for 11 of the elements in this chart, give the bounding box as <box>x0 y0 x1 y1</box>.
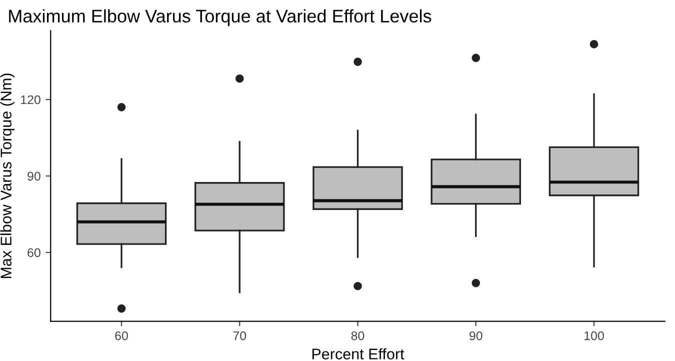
x-tick-label: 70 <box>233 331 246 340</box>
x-tick-label: 90 <box>470 331 482 340</box>
x-tick-label: 60 <box>115 331 128 340</box>
x-tick-label: 80 <box>351 331 364 340</box>
x-axis-title: Percent Effort <box>312 348 404 360</box>
y-tick-label: 120 <box>21 95 40 104</box>
y-axis-title: Max Elbow Varus Torque (Nm) <box>0 74 14 278</box>
y-tick-label: 60 <box>28 248 40 258</box>
x-tick-label: 100 <box>584 331 604 340</box>
y-tick-label: 90 <box>28 172 40 181</box>
chart-title: Maximum Elbow Varus Torque at Varied Effort Levels <box>9 9 432 26</box>
